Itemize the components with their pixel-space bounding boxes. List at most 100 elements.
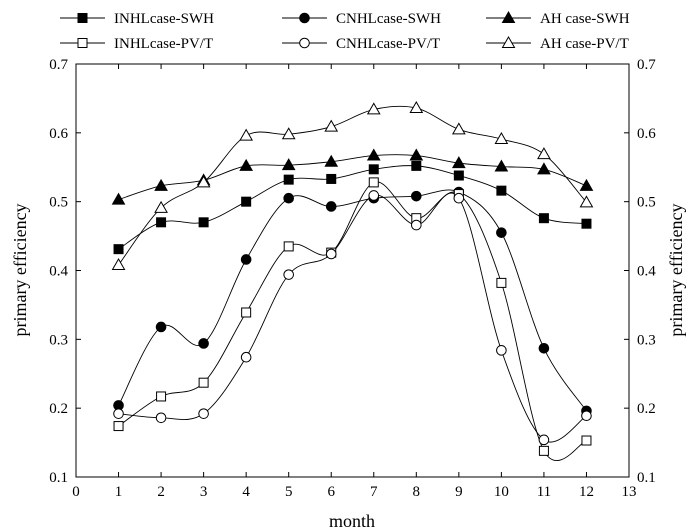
- legend-label: CNHLcase-PV/T: [336, 36, 440, 52]
- legend-marker: [501, 10, 516, 23]
- legend-label: INHLcase-SWH: [114, 11, 214, 27]
- data-point: [579, 195, 594, 208]
- data-point: [113, 244, 124, 255]
- y-tick-label-right: 0.3: [637, 332, 656, 348]
- data-point: [411, 160, 422, 171]
- y-tick-label-right: 0.4: [637, 264, 656, 280]
- data-point: [111, 257, 126, 270]
- data-point: [451, 122, 466, 135]
- data-point: [325, 201, 337, 212]
- data-point: [155, 321, 167, 333]
- x-tick-label: 7: [370, 484, 378, 500]
- x-tick-label: 3: [200, 484, 208, 500]
- data-point: [538, 445, 549, 456]
- data-point: [538, 434, 550, 446]
- data-point: [538, 213, 549, 224]
- data-point: [198, 338, 209, 349]
- data-point: [451, 156, 466, 169]
- series-markers: [111, 101, 594, 456]
- x-tick-label: 11: [537, 484, 551, 500]
- data-point: [154, 178, 168, 191]
- data-point: [368, 164, 379, 175]
- data-point: [581, 218, 592, 229]
- y-tick-label-left: 0.2: [49, 401, 68, 417]
- legend-marker: [299, 12, 310, 24]
- data-point: [494, 132, 509, 145]
- x-tick-label: 6: [327, 484, 335, 500]
- legend-marker: [299, 37, 310, 49]
- legend-marker: [77, 38, 88, 48]
- data-point: [240, 351, 252, 363]
- data-point: [496, 185, 507, 196]
- data-point: [324, 154, 339, 167]
- x-tick-label: 5: [285, 484, 293, 500]
- y-tick-label-left: 0.6: [49, 126, 68, 142]
- y-tick-label-left: 0.1: [49, 470, 68, 486]
- data-point: [198, 408, 209, 419]
- data-point: [325, 248, 337, 260]
- series-line: [118, 181, 587, 461]
- x-tick-label: 8: [413, 484, 421, 500]
- x-axis-title: month: [329, 511, 375, 531]
- data-point: [581, 410, 592, 422]
- y-tick-label-left: 0.5: [49, 195, 68, 211]
- series-line: [118, 154, 587, 201]
- data-point: [581, 435, 592, 446]
- data-point: [368, 190, 380, 201]
- data-point: [241, 307, 252, 318]
- data-point: [368, 177, 379, 188]
- data-point: [240, 254, 252, 265]
- data-point: [198, 217, 209, 228]
- y-axis-title-left: primary efficiency: [10, 203, 30, 336]
- data-point: [196, 175, 211, 188]
- legend-marker: [77, 13, 88, 23]
- data-point: [283, 174, 294, 185]
- series-line: [118, 189, 587, 412]
- data-point: [283, 241, 294, 252]
- x-tick-label: 4: [242, 484, 250, 500]
- data-point: [113, 408, 124, 419]
- y-tick-label-right: 0.5: [637, 195, 656, 211]
- data-point: [324, 119, 339, 132]
- data-point: [154, 200, 168, 213]
- data-point: [496, 345, 507, 356]
- data-point: [239, 158, 254, 171]
- y-tick-label-left: 0.3: [49, 332, 68, 348]
- data-point: [453, 192, 465, 204]
- data-point: [496, 277, 507, 288]
- x-tick-label: 12: [579, 484, 594, 500]
- legend-label: CNHLcase-SWH: [336, 11, 441, 27]
- data-point: [241, 196, 252, 207]
- x-tick-label: 1: [115, 484, 123, 500]
- x-tick-label: 13: [622, 484, 637, 500]
- data-point: [111, 192, 126, 205]
- data-point: [155, 412, 167, 424]
- y-tick-label-left: 0.7: [49, 57, 68, 73]
- data-point: [239, 128, 254, 141]
- data-point: [366, 102, 381, 115]
- data-point: [113, 421, 124, 432]
- legend-label: INHLcase-PV/T: [114, 36, 213, 52]
- data-point: [496, 227, 507, 238]
- y-tick-label-left: 0.4: [49, 264, 68, 280]
- y-axis-right: 0.1 0.2 0.3 0.4 0.5 0.6 0.7: [624, 57, 656, 486]
- x-tick-label: 10: [494, 484, 509, 500]
- data-point: [538, 342, 550, 354]
- series-lines: [118, 105, 587, 461]
- data-point: [198, 377, 209, 388]
- data-point: [366, 148, 381, 161]
- x-tick-label: 2: [157, 484, 165, 500]
- y-axis-title-right: primary efficiency: [666, 203, 686, 336]
- data-point: [537, 162, 551, 175]
- y-tick-label-right: 0.6: [637, 126, 656, 142]
- data-point: [283, 269, 294, 280]
- series-line: [118, 192, 587, 443]
- data-point: [409, 101, 424, 114]
- x-axis: 0 1 2 3 4 5 6 7 8 9 10 11 12 13: [72, 64, 637, 500]
- data-point: [453, 170, 464, 181]
- series-line: [118, 165, 587, 250]
- y-axis-left: 0.1 0.2 0.3 0.4 0.5 0.6 0.7: [49, 57, 81, 486]
- data-point: [579, 178, 594, 191]
- data-point: [409, 148, 424, 161]
